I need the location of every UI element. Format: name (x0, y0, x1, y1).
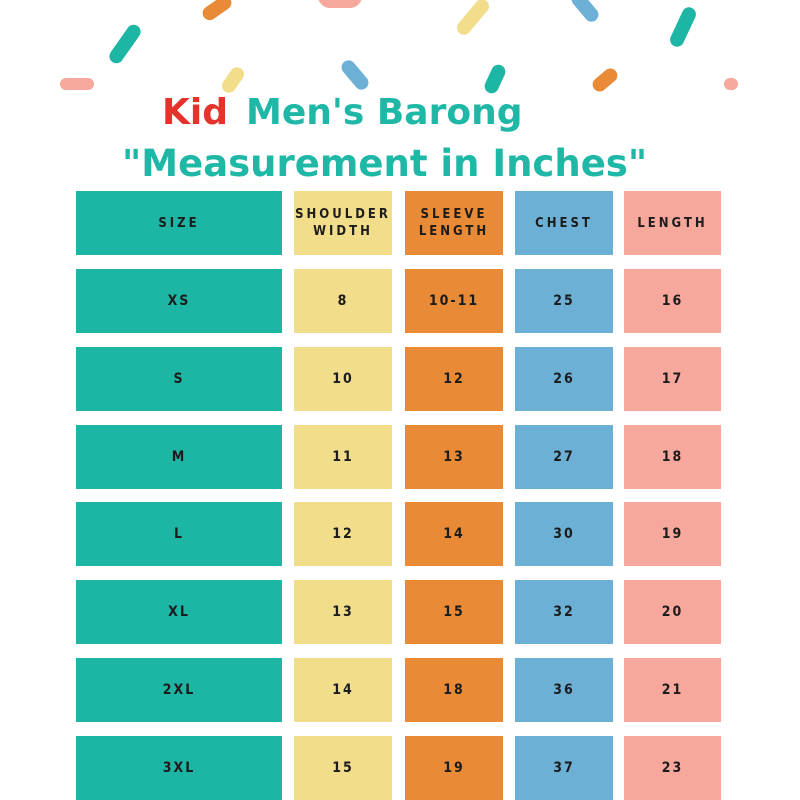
sprinkle (454, 0, 492, 38)
cell-sleeve-length: 15 (405, 580, 503, 644)
cell-value: M (171, 448, 187, 465)
sprinkles-decoration (0, 0, 800, 100)
cell-value: 11 (332, 448, 354, 465)
header-text: WIDTH (313, 224, 373, 239)
sprinkle (106, 21, 144, 67)
cell-size: 2XL (76, 658, 282, 722)
cell-value: 10 (332, 370, 354, 387)
cell-value: 10-11 (428, 292, 480, 309)
title-kid: Kid (162, 92, 229, 133)
sprinkle (589, 65, 621, 95)
cell-shoulder-width: 8 (294, 269, 392, 333)
cell-chest: 32 (515, 580, 613, 644)
cell-length: 18 (624, 425, 721, 489)
cell-value: S (173, 370, 185, 387)
cell-value: 15 (443, 603, 465, 620)
cell-chest: 37 (515, 736, 613, 800)
header-chest: CHEST (515, 191, 613, 255)
cell-value: 27 (553, 448, 575, 465)
cell-value: 8 (337, 292, 349, 309)
cell-shoulder-width: 14 (294, 658, 392, 722)
cell-sleeve-length: 10-11 (405, 269, 503, 333)
sprinkle (724, 78, 738, 90)
cell-size: S (76, 347, 282, 411)
cell-value: 18 (661, 448, 684, 465)
header-text: SIZE (158, 215, 200, 231)
sprinkle (219, 64, 247, 96)
cell-length: 23 (624, 736, 721, 800)
header-shoulder-width: SHOULDER WIDTH (294, 191, 392, 255)
cell-value: 21 (661, 681, 684, 698)
cell-sleeve-length: 12 (405, 347, 503, 411)
cell-value: 19 (443, 759, 465, 776)
header-sleeve-length: SLEEVE LENGTH (405, 191, 503, 255)
cell-value: 23 (661, 759, 684, 776)
cell-value: XL (168, 603, 190, 620)
cell-size: L (76, 502, 282, 566)
sprinkle (60, 78, 94, 90)
cell-value: 19 (661, 525, 684, 542)
cell-chest: 36 (515, 658, 613, 722)
cell-value: 20 (661, 603, 684, 620)
cell-length: 17 (624, 347, 721, 411)
header-size: SIZE (76, 191, 282, 255)
cell-sleeve-length: 14 (405, 502, 503, 566)
cell-size: 3XL (76, 736, 282, 800)
cell-value: 2XL (162, 681, 196, 698)
cell-value: 12 (332, 525, 354, 542)
cell-value: 16 (661, 292, 684, 309)
cell-shoulder-width: 11 (294, 425, 392, 489)
sprinkle (318, 0, 362, 8)
cell-size: M (76, 425, 282, 489)
cell-value: 36 (553, 681, 575, 698)
sprinkle (482, 62, 508, 96)
cell-chest: 27 (515, 425, 613, 489)
cell-value: 14 (443, 525, 465, 542)
cell-shoulder-width: 13 (294, 580, 392, 644)
cell-value: 12 (443, 370, 465, 387)
sprinkle (199, 0, 235, 23)
title-line-2: "Measurement in Inches" (122, 142, 648, 185)
cell-value: 13 (443, 448, 465, 465)
cell-length: 21 (624, 658, 721, 722)
cell-shoulder-width: 15 (294, 736, 392, 800)
cell-length: 16 (624, 269, 721, 333)
cell-sleeve-length: 18 (405, 658, 503, 722)
header-text: LENGTH (637, 215, 708, 231)
cell-value: XS (167, 292, 191, 309)
cell-value: 15 (332, 759, 354, 776)
cell-value: 30 (553, 525, 575, 542)
cell-value: 13 (332, 603, 354, 620)
cell-chest: 26 (515, 347, 613, 411)
sprinkle (667, 5, 699, 49)
header-length: LENGTH (624, 191, 721, 255)
cell-value: L (173, 525, 185, 542)
cell-length: 20 (624, 580, 721, 644)
header-text: LENGTH (418, 224, 490, 239)
header-text: SLEEVE (420, 207, 488, 222)
cell-value: 18 (443, 681, 465, 698)
cell-size: XL (76, 580, 282, 644)
sprinkle (568, 0, 602, 25)
title-line-1: Kid Men's Barong (162, 92, 522, 133)
cell-sleeve-length: 19 (405, 736, 503, 800)
sprinkle (338, 57, 372, 93)
cell-value: 37 (553, 759, 575, 776)
header-text: SHOULDER (295, 207, 391, 222)
cell-value: 32 (553, 603, 575, 620)
cell-value: 17 (661, 370, 684, 387)
cell-chest: 30 (515, 502, 613, 566)
cell-value: 14 (332, 681, 354, 698)
cell-size: XS (76, 269, 282, 333)
cell-value: 3XL (162, 759, 196, 776)
cell-shoulder-width: 10 (294, 347, 392, 411)
header-text: CHEST (535, 215, 593, 231)
cell-length: 19 (624, 502, 721, 566)
cell-value: 26 (553, 370, 575, 387)
cell-shoulder-width: 12 (294, 502, 392, 566)
cell-value: 25 (553, 292, 575, 309)
cell-chest: 25 (515, 269, 613, 333)
cell-sleeve-length: 13 (405, 425, 503, 489)
title-main: Men's Barong (246, 92, 523, 133)
